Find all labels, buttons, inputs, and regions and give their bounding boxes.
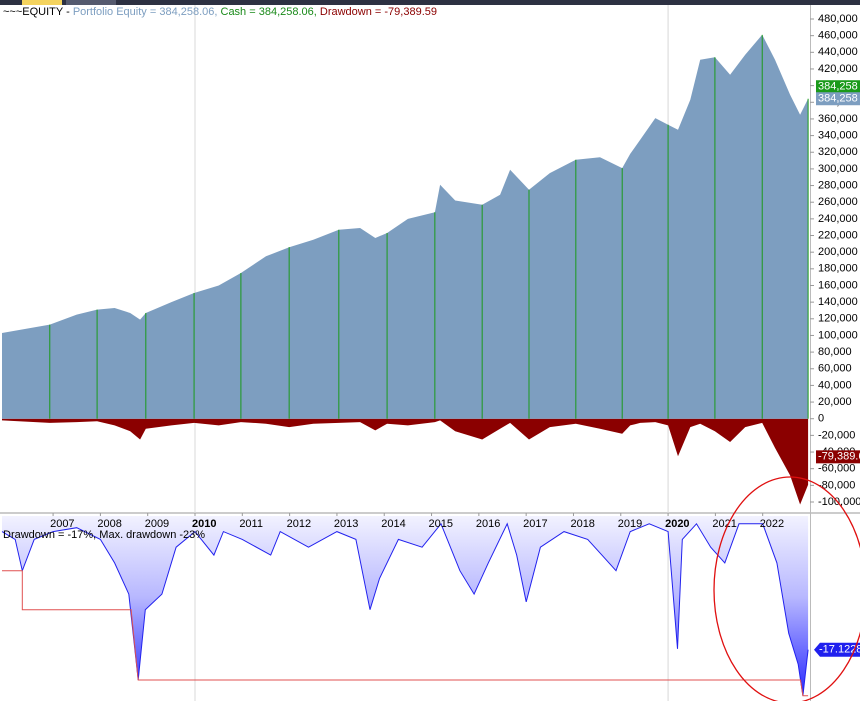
x-tick-label: 2013 xyxy=(334,518,358,530)
equity-area xyxy=(2,34,809,419)
x-tick-label: 2016 xyxy=(476,518,500,530)
x-tick-label: 2015 xyxy=(429,518,453,530)
y-tick-label: 180,000 xyxy=(818,263,858,275)
x-tick-label: 2010 xyxy=(192,518,216,530)
y-tick-label: 260,000 xyxy=(818,196,858,208)
x-tick-label: 2020 xyxy=(665,518,689,530)
x-tick-label: 2014 xyxy=(381,518,405,530)
y-tick-label: 480,000 xyxy=(818,13,858,25)
value-box xyxy=(816,92,860,106)
drawdown-fill xyxy=(2,516,809,696)
drawdown-area xyxy=(2,418,809,505)
value-label: -17.1228 xyxy=(819,644,860,656)
y-tick-label: -60,000 xyxy=(818,463,855,475)
y-tick-label: 120,000 xyxy=(818,313,858,325)
x-tick-label: 2011 xyxy=(239,518,263,530)
x-tick-label: 2021 xyxy=(712,518,736,530)
legend-entry: Cash = 384,258.06, xyxy=(221,6,320,18)
x-tick-label: 2009 xyxy=(145,518,169,530)
y-tick-label: 60,000 xyxy=(818,363,852,375)
value-box xyxy=(814,642,860,657)
annotation-circle xyxy=(713,476,860,701)
y-tick-label: 100,000 xyxy=(818,329,858,341)
max-drawdown-line xyxy=(2,570,809,697)
tab[interactable] xyxy=(22,0,62,5)
legend-entry: Portfolio Equity = 384,258.06, xyxy=(73,6,221,18)
y-tick-label: 240,000 xyxy=(818,213,858,225)
x-tick-label: 2018 xyxy=(570,518,594,530)
y-tick-label: 140,000 xyxy=(818,296,858,308)
y-tick-label: -80,000 xyxy=(818,479,855,491)
y-tick-label: 200,000 xyxy=(818,246,858,258)
y-tick-label: 460,000 xyxy=(818,30,858,42)
legend-entry: Drawdown = -79,389.59 xyxy=(320,6,437,18)
x-tick-label: 2017 xyxy=(523,518,547,530)
y-tick-label: 440,000 xyxy=(818,46,858,58)
y-tick-label: 300,000 xyxy=(818,163,858,175)
y-tick-label: 360,000 xyxy=(818,113,858,125)
y-tick-label: 160,000 xyxy=(818,279,858,291)
x-tick-label: 2012 xyxy=(287,518,311,530)
y-tick-label: 280,000 xyxy=(818,179,858,191)
y-tick-label: 420,000 xyxy=(818,63,858,75)
y-tick-label: -100,000 xyxy=(818,496,860,508)
y-tick-label: 220,000 xyxy=(818,229,858,241)
value-label: -79,389.6 xyxy=(818,451,860,463)
legend: ~~~EQUITY - Portfolio Equity = 384,258.0… xyxy=(3,6,437,18)
legend-entry: ~~~EQUITY - xyxy=(3,6,73,18)
value-label: 384,258 xyxy=(818,93,858,105)
value-box xyxy=(816,80,860,94)
tab-strip xyxy=(0,0,860,5)
panel-title: Drawdown = -17%, Max. drawdown -23% xyxy=(3,529,205,541)
value-label: 384,258 xyxy=(818,81,858,93)
x-tick-label: 2022 xyxy=(760,518,784,530)
y-tick-label: 20,000 xyxy=(818,396,852,408)
value-box xyxy=(816,450,860,464)
y-tick-label: 40,000 xyxy=(818,379,852,391)
y-tick-label: 340,000 xyxy=(818,129,858,141)
x-tick-label: 2007 xyxy=(50,518,74,530)
y-tick-label: 320,000 xyxy=(818,146,858,158)
x-tick-label: 2019 xyxy=(618,518,642,530)
y-tick-label: 80,000 xyxy=(818,346,852,358)
y-tick-label: -20,000 xyxy=(818,429,855,441)
tab[interactable] xyxy=(66,0,116,5)
y-tick-label: 0 xyxy=(818,413,824,425)
x-tick-label: 2008 xyxy=(97,518,121,530)
